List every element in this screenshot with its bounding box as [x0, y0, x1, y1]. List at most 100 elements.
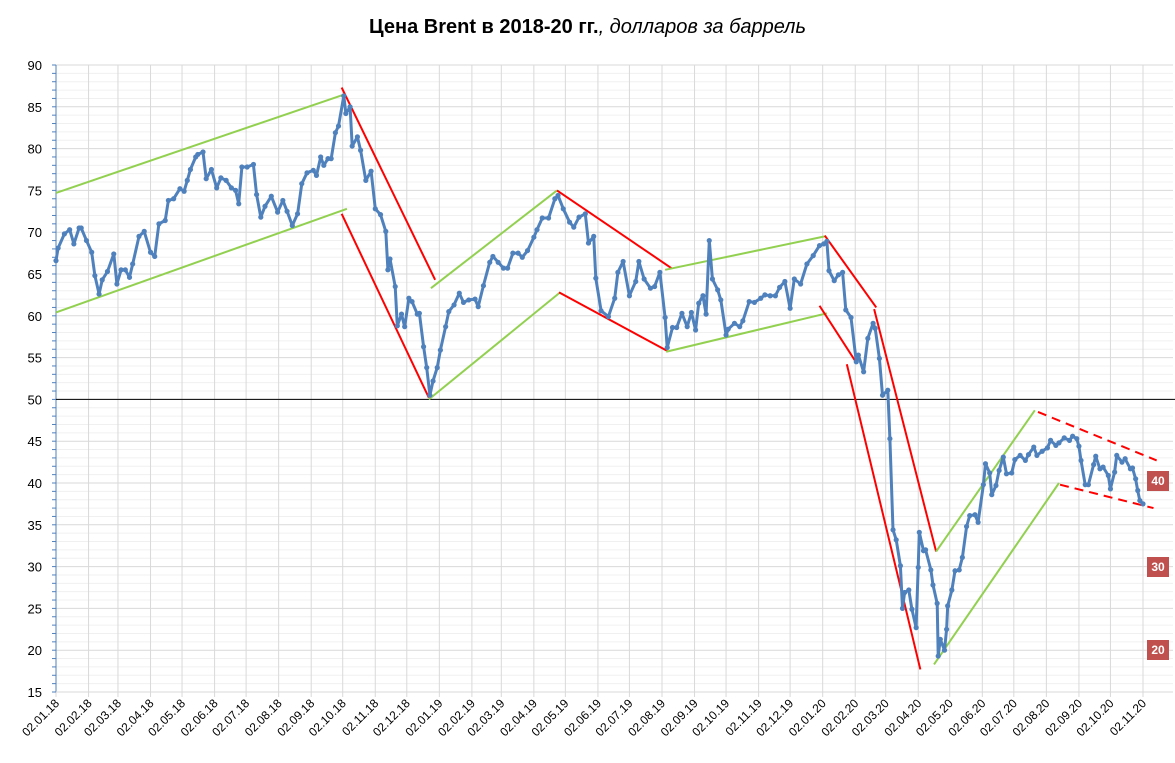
price-point — [1091, 462, 1097, 468]
price-point — [956, 567, 962, 573]
price-point — [870, 320, 876, 326]
price-point — [402, 324, 408, 330]
price-point — [1122, 456, 1128, 462]
price-point — [1074, 436, 1080, 442]
price-point — [294, 211, 301, 217]
y-tick-label: 75 — [28, 183, 42, 198]
price-point — [515, 250, 521, 256]
price-point — [480, 283, 487, 289]
price-point — [78, 225, 84, 231]
price-point — [377, 212, 384, 218]
price-point — [571, 224, 577, 230]
price-point — [652, 283, 658, 290]
price-point — [913, 625, 919, 631]
price-point — [709, 276, 716, 282]
x-tick-label: 02.11.20 — [1107, 696, 1150, 739]
price-point — [816, 242, 823, 249]
price-point — [318, 154, 324, 160]
price-point — [218, 175, 224, 181]
price-point — [349, 143, 355, 149]
price-point — [332, 130, 338, 136]
price-point — [1000, 454, 1006, 460]
price-point — [250, 161, 257, 168]
price-point — [740, 318, 746, 324]
price-point — [104, 268, 111, 275]
price-point — [843, 307, 849, 313]
price-point — [437, 347, 443, 353]
resistance-trend-line — [873, 308, 938, 552]
price-point — [165, 197, 171, 204]
price-point — [92, 273, 98, 279]
price-point — [392, 283, 398, 290]
price-point — [53, 258, 59, 264]
price-point — [696, 300, 702, 306]
price-point — [534, 227, 540, 233]
price-point — [147, 249, 154, 255]
price-point — [879, 392, 886, 398]
price-point — [975, 519, 981, 525]
price-point — [791, 276, 797, 282]
axes: 1520253035404550556065707580859002.01.18… — [19, 58, 1175, 739]
resistance-trend-line — [340, 87, 437, 281]
price-point — [232, 187, 239, 193]
price-point — [633, 278, 639, 285]
price-point — [804, 261, 810, 267]
resistance-trend-line — [818, 305, 857, 362]
price-point — [901, 589, 908, 596]
price-point — [321, 162, 327, 168]
price-point — [703, 311, 709, 317]
price-point — [1012, 456, 1018, 463]
price-point — [887, 436, 893, 442]
support-trend-line — [430, 189, 558, 290]
price-point — [262, 203, 268, 209]
price-point — [692, 327, 699, 333]
price-point — [539, 215, 545, 221]
price-point — [228, 185, 234, 191]
price-point — [420, 344, 427, 350]
price-point — [959, 554, 965, 561]
price-point — [989, 492, 995, 498]
y-tick-label: 15 — [28, 685, 42, 700]
price-point — [341, 93, 347, 99]
price-point — [944, 626, 950, 632]
price-point — [394, 323, 400, 329]
price-point — [664, 344, 670, 351]
price-point — [582, 211, 588, 217]
price-point — [398, 311, 405, 317]
price-point — [244, 164, 250, 170]
price-point — [152, 253, 158, 260]
price-point — [885, 387, 891, 393]
price-point — [385, 267, 391, 273]
price-point — [872, 325, 878, 331]
level-badge-40: 40 — [1147, 471, 1169, 492]
price-point — [268, 193, 274, 199]
price-point — [923, 547, 929, 553]
price-point — [576, 214, 582, 220]
price-point — [615, 269, 621, 275]
price-point — [1105, 472, 1111, 479]
price-point — [669, 324, 676, 331]
price-point — [731, 320, 738, 326]
price-point — [409, 298, 415, 305]
price-point — [347, 104, 353, 110]
y-tick-label: 20 — [28, 643, 42, 658]
support-trend-line — [55, 207, 348, 314]
price-point — [299, 181, 305, 187]
price-point — [118, 267, 124, 273]
price-point — [383, 228, 389, 234]
price-point — [1076, 443, 1082, 449]
price-point — [328, 156, 334, 162]
price-point — [253, 191, 260, 198]
price-point — [1066, 437, 1073, 443]
price-point — [472, 296, 478, 302]
price-point — [343, 110, 349, 117]
price-point — [416, 310, 422, 316]
price-point — [706, 237, 712, 244]
support-trend-line — [665, 312, 828, 353]
price-point — [524, 247, 531, 254]
price-point — [684, 324, 690, 330]
price-point — [141, 228, 147, 234]
price-point — [71, 241, 77, 247]
price-point — [427, 392, 433, 398]
price-point — [1100, 464, 1106, 470]
